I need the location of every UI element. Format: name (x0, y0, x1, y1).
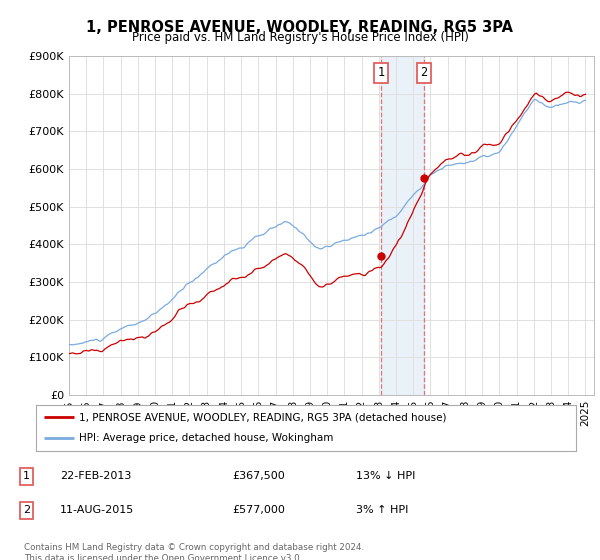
Text: Price paid vs. HM Land Registry's House Price Index (HPI): Price paid vs. HM Land Registry's House … (131, 31, 469, 44)
Text: Contains HM Land Registry data © Crown copyright and database right 2024.
This d: Contains HM Land Registry data © Crown c… (24, 543, 364, 560)
Text: 1: 1 (377, 67, 385, 80)
Text: 2: 2 (421, 67, 427, 80)
Text: 11-AUG-2015: 11-AUG-2015 (60, 505, 134, 515)
Text: 1, PENROSE AVENUE, WOODLEY, READING, RG5 3PA: 1, PENROSE AVENUE, WOODLEY, READING, RG5… (86, 20, 514, 35)
Text: 1: 1 (23, 472, 30, 481)
Text: 1, PENROSE AVENUE, WOODLEY, READING, RG5 3PA (detached house): 1, PENROSE AVENUE, WOODLEY, READING, RG5… (79, 412, 446, 422)
Bar (381, 56, 424, 395)
Text: HPI: Average price, detached house, Wokingham: HPI: Average price, detached house, Woki… (79, 433, 334, 444)
Text: 22-FEB-2013: 22-FEB-2013 (60, 472, 131, 481)
Text: 3% ↑ HPI: 3% ↑ HPI (356, 505, 409, 515)
Text: 13% ↓ HPI: 13% ↓ HPI (356, 472, 416, 481)
Text: £367,500: £367,500 (232, 472, 285, 481)
Text: 2: 2 (23, 505, 30, 515)
Text: £577,000: £577,000 (232, 505, 285, 515)
